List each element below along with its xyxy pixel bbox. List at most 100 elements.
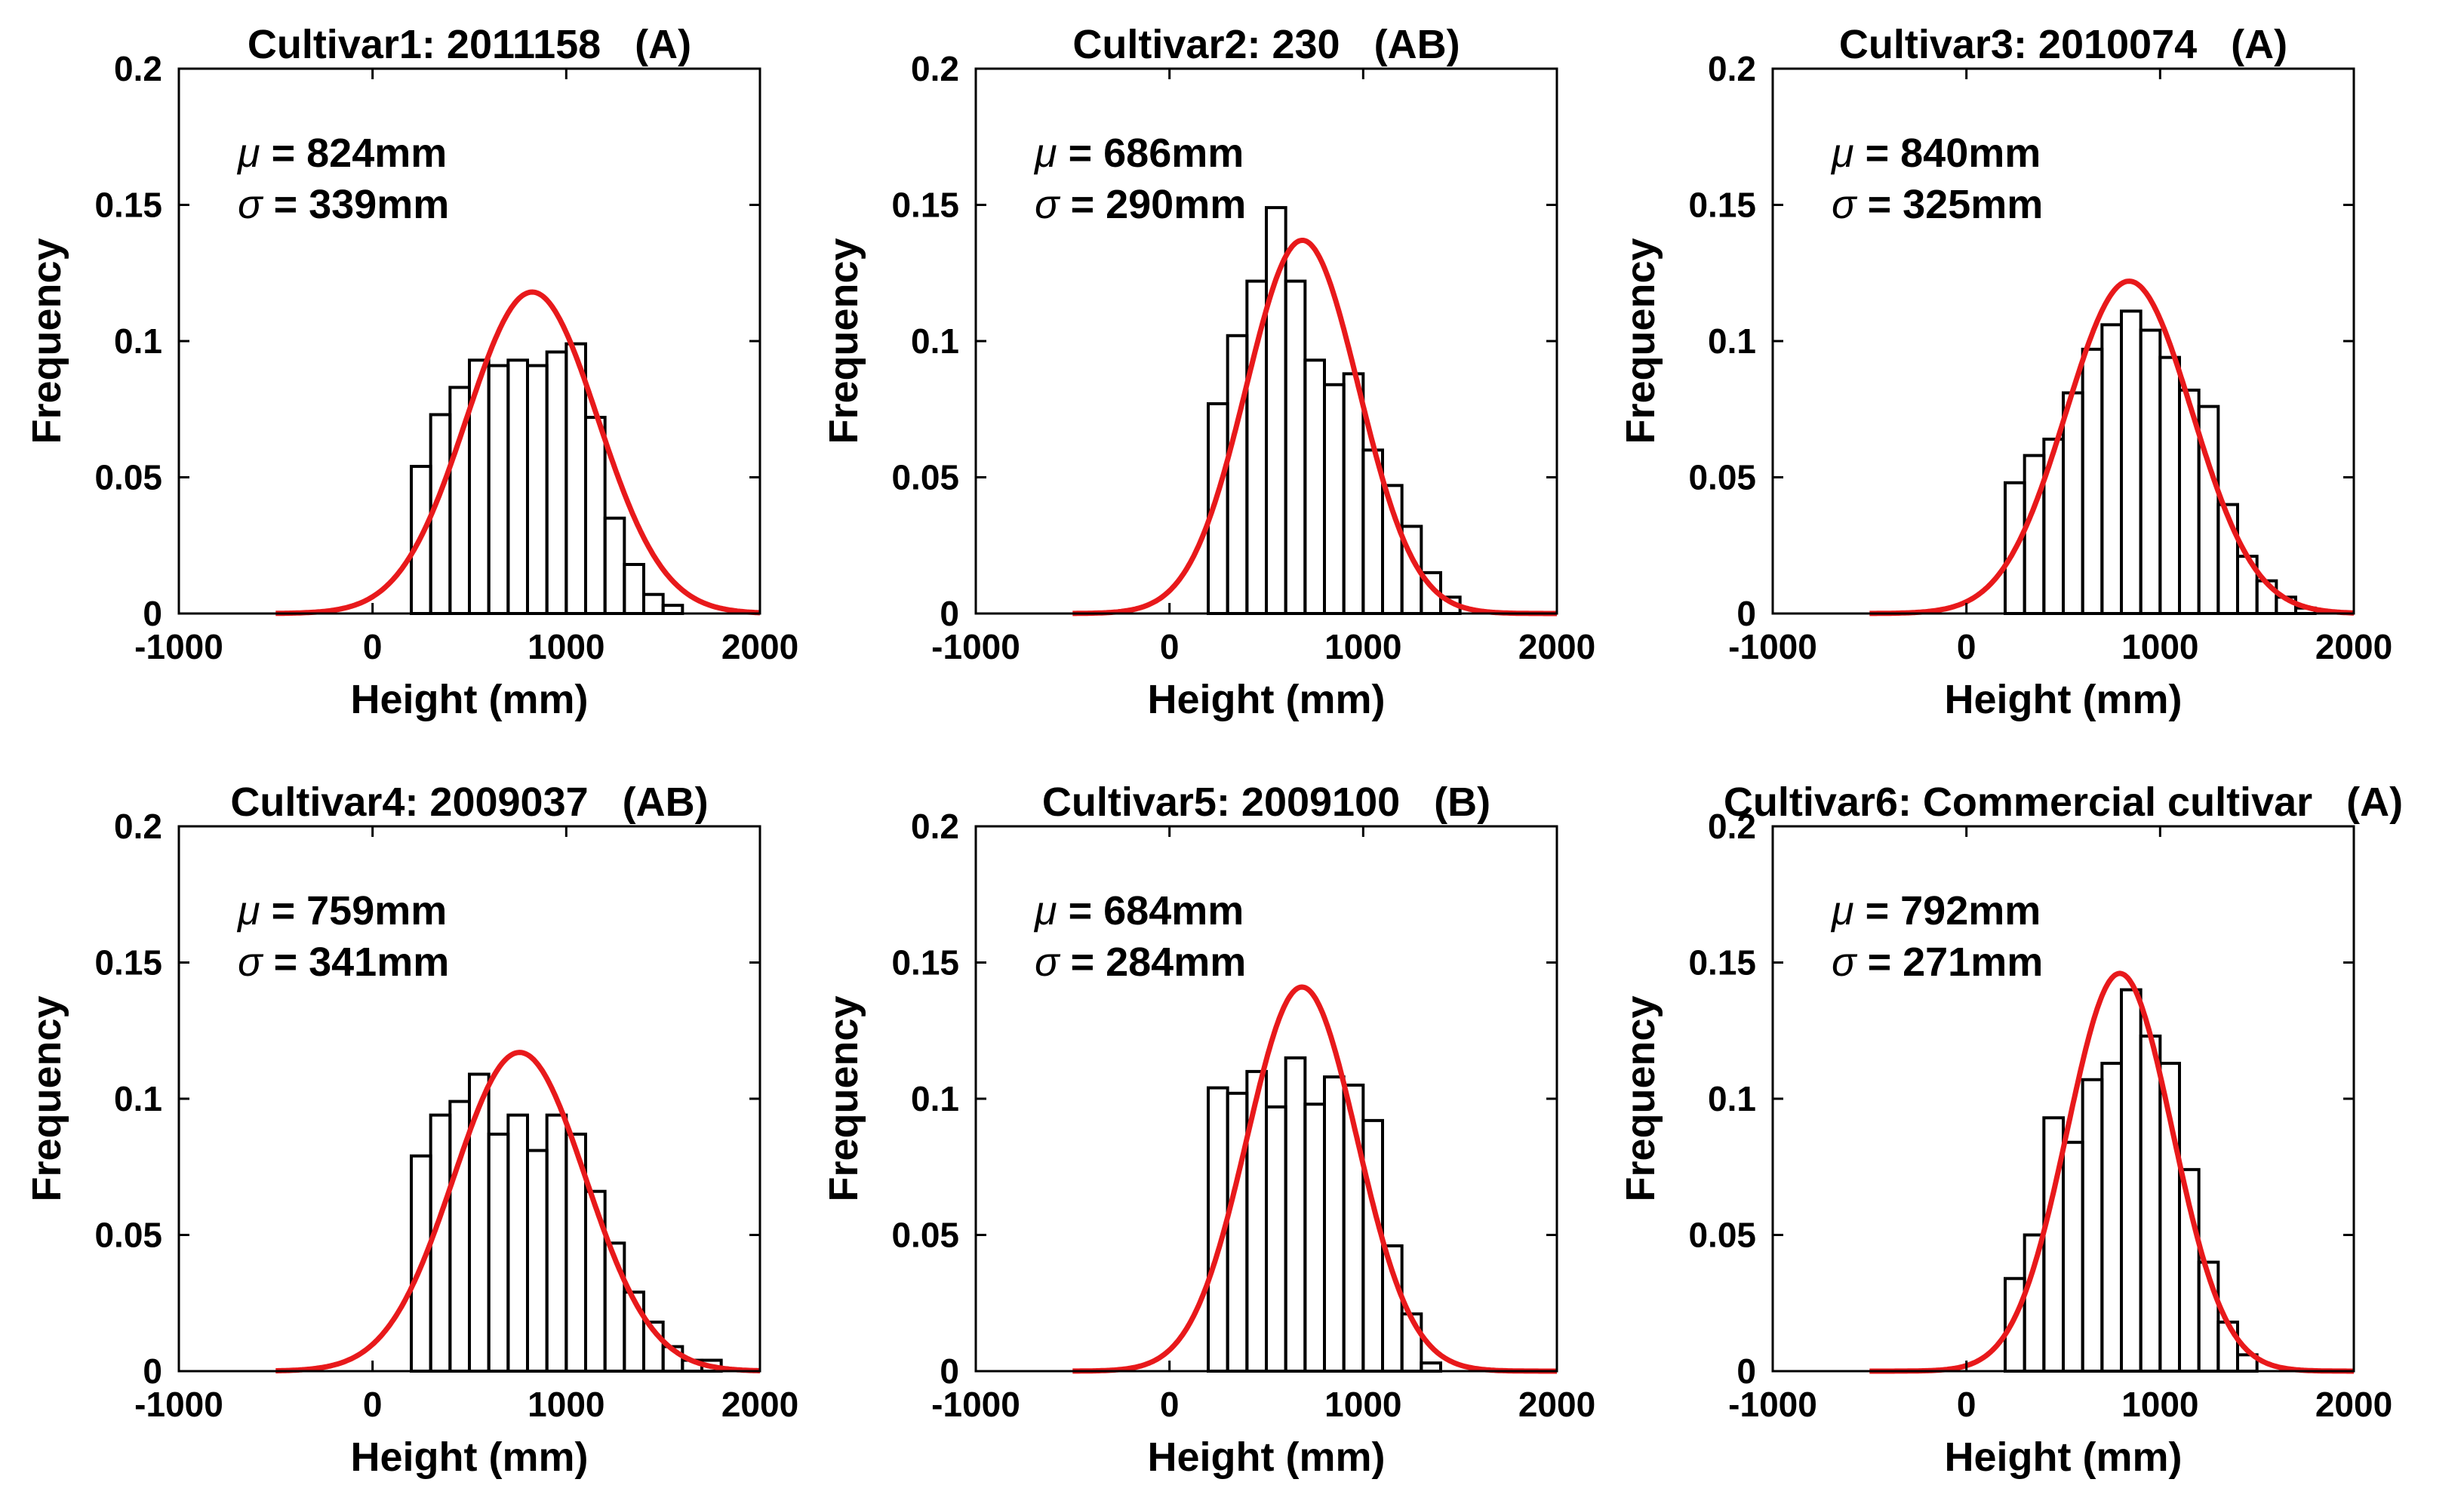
sigma-value: = 339mm [263,182,450,227]
y-tick-label: 0 [1736,1352,1756,1391]
mu-annotation: μ = 686mm [1033,131,1244,176]
mu-value: = 684mm [1057,888,1244,933]
x-tick-label: 2000 [2315,627,2392,666]
y-tick-label: 0.2 [114,49,162,88]
normal-fit-curve [1869,970,2355,1374]
histogram-bar [2081,1078,2104,1373]
y-axis-label: Frequency [24,238,69,444]
x-tick-label: -1000 [931,627,1020,666]
y-axis-label: Frequency [821,238,866,444]
x-tick-label: 0 [1160,1385,1180,1424]
x-axis-label: Height (mm) [351,677,589,722]
y-axis-label: Frequency [24,995,69,1201]
normal-fit-curve [275,1050,761,1373]
y-axis-label: Frequency [1618,995,1663,1201]
histogram-bar [1265,1105,1287,1373]
x-tick-label: 0 [1160,627,1180,666]
histogram-panel: -1000 0 1000 200000.050.10.150.2Cultivar1: … [24,22,798,722]
mu-symbol: μ [236,888,260,933]
histogram-panel: -1000 0 1000 200000.050.10.150.2Cultivar6: … [1618,780,2403,1480]
sigma-annotation: σ = 290mm [1035,182,1246,227]
y-tick-label: 0.15 [94,186,162,225]
x-axis-label: Height (mm) [351,1435,589,1480]
y-tick-label: 0.05 [94,458,162,497]
sigma-annotation: σ = 341mm [238,940,449,985]
histogram-bar [526,364,549,615]
x-axis-label: Height (mm) [1148,677,1386,722]
y-tick-label: 0.15 [891,186,959,225]
sigma-value: = 325mm [1856,182,2044,227]
y-axis-label: Frequency [1618,238,1663,444]
panel-title: Cultivar6: Commercial cultivar (A) [1724,780,2403,825]
histogram-bar [1323,383,1346,615]
y-tick-label: 0.15 [1688,943,1756,983]
histogram-bar [545,1113,568,1373]
x-tick-label: -1000 [1728,1385,1817,1424]
y-tick-label: 0.2 [1708,807,1756,846]
histogram-panel: -1000 0 1000 200000.050.10.150.2Cultivar5: … [821,780,1595,1480]
mu-annotation: μ = 792mm [1830,888,2041,933]
histogram-bar [429,1113,452,1373]
mu-symbol: μ [236,131,260,176]
x-tick-label: 0 [1957,627,1976,666]
y-tick-label: 0.1 [1708,1079,1756,1118]
y-tick-label: 0.15 [1688,186,1756,225]
y-tick-label: 0.05 [1688,458,1756,497]
sigma-symbol: σ [1035,182,1061,227]
histogram-bar [2139,1034,2162,1373]
histogram-panel: -1000 0 1000 200000.050.10.150.2Cultivar2: … [821,22,1595,722]
normal-fit-curve [1072,984,1558,1374]
x-tick-label: 1000 [2121,627,2198,666]
histogram-bar [2023,1233,2046,1373]
x-tick-label: 1000 [1324,627,1401,666]
panel-title: Cultivar5: 2009100 (B) [1042,780,1490,825]
histogram-bar [1226,334,1249,615]
y-tick-label: 0.2 [114,807,162,846]
mu-value: = 686mm [1057,131,1244,176]
histogram-bar [2158,355,2181,615]
histogram-bar [2100,1062,2123,1373]
histogram-bar [487,1132,510,1373]
y-tick-label: 0.2 [911,807,959,846]
histogram-bar [2139,328,2162,615]
panel-title: Cultivar2: 230 (AB) [1072,22,1460,67]
histogram-panel: -1000 0 1000 200000.050.10.150.2Cultivar3: … [1618,22,2392,722]
y-tick-label: 0 [143,1352,162,1391]
histogram-bar [1361,1118,1385,1373]
panel-title: Cultivar1: 2011158 (A) [248,22,691,67]
x-tick-label: 0 [363,627,383,666]
panel-title: Cultivar4: 2009037 (AB) [230,780,708,825]
histogram-bar [2062,391,2084,616]
histogram-bar [2062,1140,2084,1373]
histogram-bar [1420,1361,1443,1373]
histogram-bar [2216,1321,2239,1373]
histogram-panel: -1000 0 1000 200000.050.10.150.2Cultivar4: … [24,780,798,1480]
x-tick-label: 0 [363,1385,383,1424]
histogram-bar [506,358,529,615]
x-tick-label: 2000 [1518,1385,1595,1424]
mu-symbol: μ [1033,888,1057,933]
sigma-value: = 290mm [1060,182,1247,227]
y-axis-label: Frequency [821,995,866,1201]
histogram-bar [2120,988,2143,1373]
x-tick-label: -1000 [1728,627,1817,666]
histogram-bar [623,563,645,616]
histogram-bar [526,1149,549,1373]
histogram-bar [2100,323,2123,615]
y-tick-label: 0.05 [94,1216,162,1255]
x-tick-label: 2000 [721,1385,798,1424]
x-axis-label: Height (mm) [1148,1435,1386,1480]
mu-annotation: μ = 824mm [236,131,447,176]
sigma-value: = 284mm [1060,940,1247,985]
y-tick-label: 0.05 [1688,1216,1756,1255]
mu-symbol: μ [1830,131,1854,176]
histogram-bar [2081,347,2104,615]
panel-title: Cultivar3: 2010074 (A) [1839,22,2287,67]
mu-value: = 840mm [1854,131,2041,176]
histogram-bar [487,364,510,615]
sigma-symbol: σ [238,940,264,985]
histogram-bar [545,350,568,615]
histogram-bar [1303,358,1327,615]
x-tick-label: -1000 [931,1385,1020,1424]
x-tick-label: 1000 [1324,1385,1401,1424]
